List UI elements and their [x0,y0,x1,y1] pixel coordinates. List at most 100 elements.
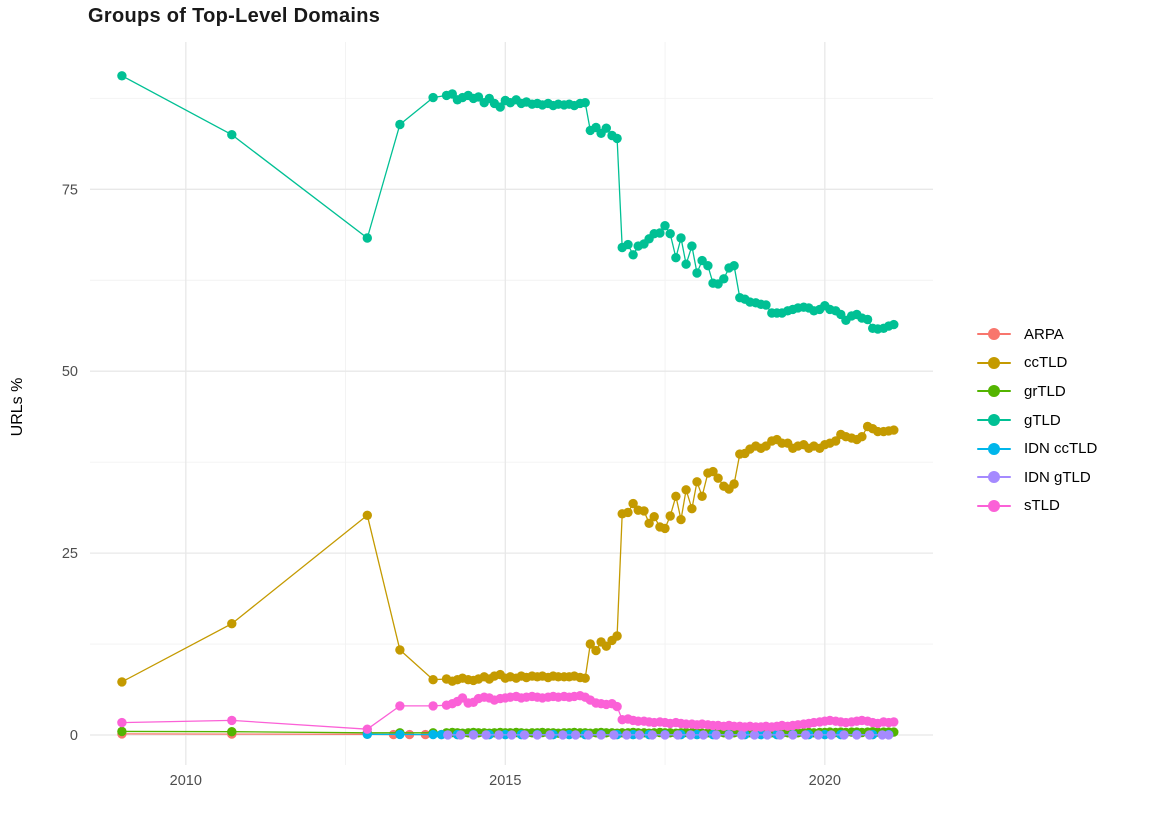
data-point-idn-gtld [673,730,683,740]
data-point-gtld [362,233,372,243]
data-point-idn-gtld [826,730,836,740]
data-point-idn-gtld [724,730,734,740]
data-point-idn-gtld [443,730,453,740]
data-point-idn-gtld [545,730,555,740]
data-point-cctld [117,677,127,687]
data-point-cctld [729,479,739,489]
gridlines [90,42,933,765]
data-point-cctld [681,485,691,495]
data-point-cctld [713,473,723,483]
data-point-cctld [395,645,405,655]
data-point-cctld [639,506,649,516]
data-point-cctld [857,432,867,442]
data-point-idn-gtld [839,730,849,740]
data-point-gtld [395,119,405,130]
data-point-gtld [681,259,691,269]
legend-item-idn-cctld: IDN ccTLD [977,434,1097,463]
data-point-cctld [428,675,438,685]
data-point-stld [117,717,127,728]
data-point-idn-gtld [660,730,670,740]
legend-label: ccTLD [1024,354,1068,372]
y-tick-label: 50 [62,364,78,380]
data-point-gtld [729,261,739,271]
data-point-cctld [697,491,707,501]
legend-label: sTLD [1024,497,1060,515]
data-point-gtld [227,130,237,140]
data-point-idn-gtld [596,730,606,740]
series-idn-gtld [443,730,894,740]
data-point-cctld [649,512,659,522]
series-stld [117,691,899,734]
x-tick-label: 2015 [489,773,521,789]
data-point-idn-gtld [455,730,466,740]
legend-item-stld: sTLD [977,492,1097,521]
data-point-cctld [227,619,237,629]
data-point-gtld [473,92,484,102]
data-point-idn-gtld [634,730,645,740]
series-gtld [117,71,899,334]
data-point-idn-gtld [800,730,811,740]
data-point-stld [889,717,899,727]
data-point-gtld [623,239,633,250]
data-point-gtld [676,233,686,243]
data-point-cctld [362,510,372,520]
data-point-gtld [703,261,713,271]
data-point-idn-gtld [583,730,594,740]
data-point-idn-gtld [864,730,875,740]
x-tick-label: 2020 [809,773,841,789]
data-point-gtld [580,98,590,108]
data-point-gtld [665,229,675,239]
data-point-gtld [671,253,681,263]
legend-key-cctld-icon [977,356,1011,370]
data-point-idn-gtld [685,730,696,740]
data-point-idn-gtld [711,730,721,740]
data-point-idn-cctld [428,729,438,740]
data-point-gtld [862,314,873,325]
data-point-cctld [708,466,718,477]
data-point-grtld [227,727,237,737]
data-point-cctld [831,436,841,446]
data-point-gtld [628,250,638,260]
legend-label: ARPA [1024,325,1064,343]
data-point-cctld [580,673,590,683]
legend-item-cctld: ccTLD [977,349,1097,378]
data-point-gtld [692,268,702,278]
legend-label: grTLD [1024,382,1066,400]
legend-key-gtld-icon [977,413,1011,427]
data-point-cctld [612,631,622,641]
data-point-cctld [660,523,670,534]
y-tick-label: 75 [62,182,78,198]
data-point-idn-gtld [570,730,581,740]
data-point-idn-gtld [647,730,657,740]
data-point-cctld [601,641,611,651]
data-point-idn-gtld [762,730,772,740]
data-point-cctld [671,491,681,501]
data-point-idn-gtld [558,730,568,740]
legend-item-grtld: grTLD [977,377,1097,406]
data-point-cctld [585,639,595,649]
legend-label: IDN ccTLD [1024,440,1098,458]
data-point-gtld [660,221,670,231]
legend-label: gTLD [1024,411,1061,429]
legend-key-idn-cctld-icon [977,442,1011,456]
data-point-idn-gtld [788,730,798,740]
y-tick-label: 25 [62,546,78,562]
data-point-gtld [612,133,622,144]
data-point-idn-gtld [852,730,862,740]
legend-key-idn-gtld-icon [977,470,1011,484]
data-point-idn-gtld [884,730,894,740]
data-point-cctld [591,645,601,656]
data-point-idn-cctld [395,729,405,740]
data-point-idn-gtld [481,730,491,740]
data-point-gtld [655,228,665,238]
data-point-idn-gtld [813,730,824,740]
data-point-gtld [601,123,611,133]
data-point-grtld [117,726,127,737]
chart-title: Groups of Top-Level Domains [88,5,381,27]
data-point-cctld [676,514,686,525]
data-point-idn-gtld [468,730,479,740]
data-point-cctld [644,518,654,528]
legend: ARPA ccTLD grTLD gTLD IDN ccTLD IDN gTLD sTLD [977,320,1097,520]
